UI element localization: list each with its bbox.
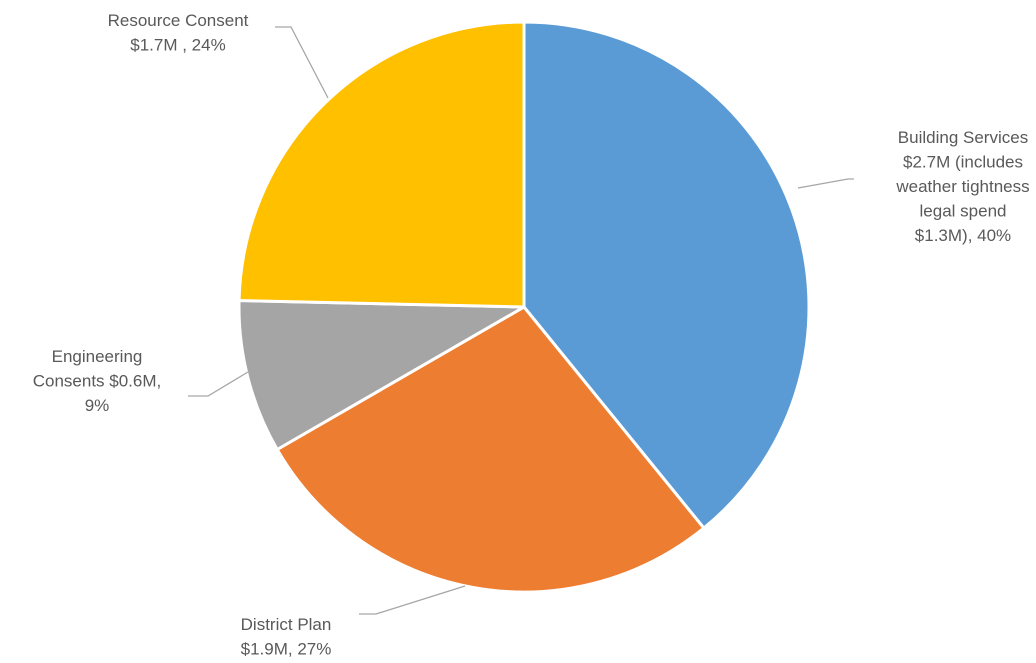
data-label-line: $1.7M , 24% <box>130 36 225 55</box>
pie-slice-resource-consent <box>237 20 526 309</box>
leader-line-district-plan <box>359 585 466 615</box>
data-label-line: Engineering <box>52 347 143 366</box>
pie-slice-building-services <box>522 20 811 530</box>
leader-line-engineering-consents <box>188 371 249 397</box>
leader-line-resource-consent <box>275 26 329 99</box>
data-label-line: $2.7M (includes <box>903 153 1023 172</box>
data-label-line: District Plan <box>241 615 332 634</box>
data-label-building-services: Building Services $2.7M (includes weather … <box>895 128 1029 245</box>
data-label-line: Consents $0.6M, <box>33 372 162 391</box>
data-label-line: Building Services <box>898 128 1028 147</box>
data-label-line: weather tightness <box>895 177 1029 196</box>
data-label-line: Resource Consent <box>108 11 249 30</box>
pie-slice-district-plan <box>275 305 706 594</box>
data-label-line: legal spend <box>920 202 1007 221</box>
data-label-resource-consent: Resource Consent $1.7M , 24% <box>108 11 249 55</box>
data-label-district-plan: District Plan $1.9M, 27% <box>241 615 332 659</box>
data-label-line: $1.9M, 27% <box>241 640 332 659</box>
data-label-line: 9% <box>85 396 110 415</box>
data-label-engineering-consents: Engineering Consents $0.6M, 9% <box>33 347 162 415</box>
data-label-line: $1.3M), 40% <box>915 226 1011 245</box>
pie-slice-engineering-consents <box>237 299 526 451</box>
leader-lines <box>188 26 854 615</box>
slice-labels: Building Services $2.7M (includes weather … <box>33 11 1030 659</box>
pie-slices <box>237 20 811 594</box>
leader-line-building-services <box>797 178 854 189</box>
